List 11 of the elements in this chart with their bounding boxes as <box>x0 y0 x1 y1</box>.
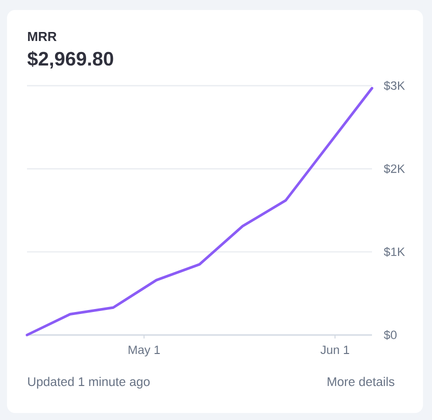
chart-subtitle: $2,969.80 <box>27 51 114 69</box>
x-tick-label: May 1 <box>128 346 160 356</box>
y-tick-label: $2K <box>384 164 405 174</box>
text: Updated 1 minute ago <box>28 376 150 389</box>
x-tick-label: Jun 1 <box>320 346 350 354</box>
y-tick-label: $0 <box>384 330 397 340</box>
chart-title: MRR <box>28 32 57 41</box>
y-tick-label: $1K <box>384 247 405 257</box>
line-series <box>26 86 374 336</box>
text: More details <box>328 376 394 386</box>
y-tick-label: $3K <box>384 80 405 91</box>
